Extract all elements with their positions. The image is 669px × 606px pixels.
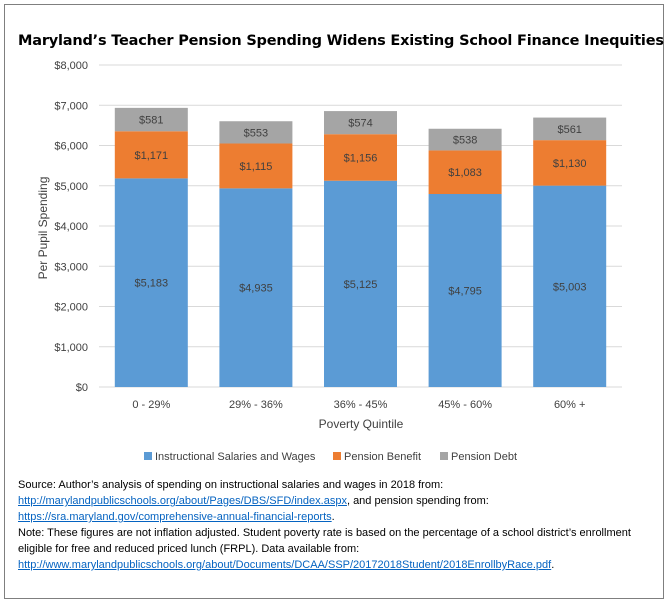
data-label: $1,083 [448,167,482,179]
legend-label: Instructional Salaries and Wages [155,451,316,463]
x-tick-label: 29% - 36% [229,399,283,411]
legend-label: Pension Debt [451,451,517,463]
x-tick-label: 60% + [554,399,586,411]
source-line-3: https://sra.maryland.gov/comprehensive-a… [18,511,335,523]
y-tick-label: $2,000 [54,302,88,314]
bar-segment [219,188,293,387]
data-label: $4,795 [448,286,482,298]
y-tick-label: $7,000 [54,100,88,112]
legend-swatch [333,452,341,460]
x-axis-ticks: 0 - 29% 29% - 36% 36% - 45% 45% - 60% 60% + [132,399,585,411]
bar-segment [428,128,502,151]
bar-segment [533,185,607,387]
y-axis-ticks: $0 $1,000 $2,000 $3,000 $4,000 $5,000 $6,000 $7… [54,60,88,394]
bars: $5,183 $1,171 $581 $4,935 $1,115 $553 $5,125 $1… [114,107,607,387]
bar-segment [324,180,397,387]
note-line-1: Note: These figures are not inflation ad… [18,527,631,539]
bar-segment [533,140,607,186]
bar-segment [219,143,293,189]
source-link-1[interactable]: http://marylandpublicschools.org/about/P… [18,495,347,507]
legend-swatch [144,452,152,460]
legend: Instructional Salaries and Wages Pension … [144,451,517,463]
y-tick-label: $5,000 [54,181,88,193]
source-link-2[interactable]: https://sra.maryland.gov/comprehensive-a… [18,511,332,523]
legend-swatch [440,452,448,460]
data-label: $5,125 [344,279,378,291]
source-line-2: http://marylandpublicschools.org/about/P… [18,495,489,507]
note-line-3: http://www.marylandpublicschools.org/abo… [18,559,555,571]
data-label: $4,935 [239,283,273,295]
source-line-1: Source: Author’s analysis of spending on… [18,479,444,491]
data-label: $538 [453,135,477,147]
bar-segment [324,134,397,181]
data-label: $561 [557,124,581,136]
y-tick-label: $1,000 [54,342,88,354]
x-tick-label: 45% - 60% [438,399,492,411]
bar-segment [114,178,188,387]
bar-segment [114,131,188,179]
y-tick-label: $6,000 [54,141,88,153]
data-label: $553 [244,127,268,139]
legend-label: Pension Benefit [344,451,421,463]
chart-title: Maryland’s Teacher Pension Spending Wide… [18,33,664,49]
y-tick-label: $8,000 [54,60,88,72]
data-label: $1,171 [134,150,168,162]
data-label: $5,183 [134,278,168,290]
y-tick-label: $0 [76,382,88,394]
bar-segment [533,117,607,141]
bar-segment [219,121,293,144]
data-label: $1,156 [344,152,378,164]
x-tick-label: 0 - 29% [132,399,170,411]
data-label: $1,115 [239,161,272,173]
y-axis-label: Per Pupil Spending [36,177,50,280]
x-tick-label: 36% - 45% [334,399,388,411]
data-label: $581 [139,115,163,127]
y-tick-label: $4,000 [54,221,88,233]
bar-segment [428,194,502,387]
bar-segment [428,150,502,195]
chart-footer: Source: Author’s analysis of spending on… [18,477,648,573]
data-label: $5,003 [553,281,587,293]
data-label: $1,130 [553,158,587,170]
y-tick-label: $3,000 [54,261,88,273]
bar-segment [114,107,188,132]
note-line-2: eligible for free and reduced priced lun… [18,543,360,555]
note-link[interactable]: http://www.marylandpublicschools.org/abo… [18,559,552,571]
data-label: $574 [348,118,372,130]
x-axis-label: Poverty Quintile [319,417,404,431]
bar-segment [324,111,397,135]
